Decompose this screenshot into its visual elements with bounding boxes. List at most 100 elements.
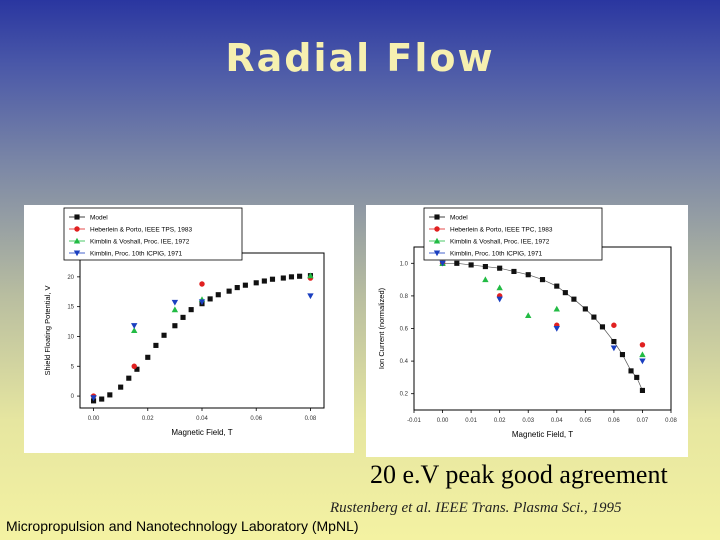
right-series-0-point <box>634 374 640 380</box>
left-y-tick-label: 5 <box>71 364 75 370</box>
left-y-tick-label: 15 <box>67 305 74 311</box>
left-series-0-point <box>288 274 295 280</box>
caption-main: 20 e.V peak good agreement <box>370 460 668 489</box>
left-legend-marker <box>73 250 81 257</box>
right-legend-label: Kimblin & Voshall, Proc. IEE, 1972 <box>450 239 550 246</box>
left-legend-label: Kimblin & Voshall, Proc. IEE, 1972 <box>90 239 190 246</box>
right-x-tick-label: 0.03 <box>522 418 534 424</box>
left-y-tick-label: 0 <box>71 394 75 400</box>
left-series-0-point <box>280 275 286 281</box>
right-x-tick-label: 0.00 <box>437 418 449 424</box>
right-series-0-point <box>562 290 568 296</box>
left-series-0-point <box>161 332 167 338</box>
right-legend-marker <box>434 214 440 220</box>
left-series-3-point <box>198 299 206 306</box>
ion-current-chart-panel: -0.01 0.00 0.01 0.02 0.03 0.04 0.05 0.06 0.07 0.0… <box>366 205 688 457</box>
right-series-3-point <box>639 358 646 365</box>
right-x-tick-label: 0.05 <box>579 418 591 424</box>
left-legend-marker <box>74 214 80 220</box>
right-series-0-point <box>611 338 617 345</box>
right-series-0-point <box>582 306 588 312</box>
right-series-2-point <box>525 312 532 319</box>
right-series-0-point <box>468 262 474 268</box>
right-series-0-point <box>539 277 546 283</box>
left-plot-frame <box>79 252 325 409</box>
right-y-axis-label: Ion Current (normalized) <box>377 287 386 369</box>
right-legend-marker <box>433 237 441 244</box>
left-x-tick-label: 0.04 <box>196 416 208 422</box>
left-series-0-point <box>99 396 105 402</box>
left-series-0-point <box>145 354 151 360</box>
right-y-tick-label: 0.2 <box>400 392 409 398</box>
slide-title: Radial Flow <box>225 36 495 80</box>
right-x-tick-label: 0.04 <box>551 418 563 424</box>
right-legend-marker <box>433 250 441 257</box>
left-x-tick-label: 0.02 <box>142 416 154 422</box>
right-series-3-point <box>496 296 503 303</box>
left-legend-label: Heberlein & Porto, IEEE TPS, 1983 <box>90 227 193 234</box>
left-series-0-point <box>242 282 248 288</box>
right-x-tick-label: 0.07 <box>637 418 649 424</box>
left-series-0-point <box>153 342 159 348</box>
right-series-0-point <box>628 368 634 374</box>
right-series-1-point <box>639 342 646 348</box>
right-series-3-point <box>439 260 446 267</box>
left-series-0-point <box>207 296 213 302</box>
left-series-0-point <box>188 307 194 313</box>
footer-lab-name: Micropropulsion and Nanotechnology Labor… <box>6 518 359 534</box>
right-x-tick-label: -0.01 <box>407 418 421 424</box>
right-series-0-point <box>599 324 606 330</box>
left-series-3-point <box>171 299 179 306</box>
right-x-axis-label: Magnetic Field, T <box>512 430 573 439</box>
right-legend-label: Model <box>450 215 468 222</box>
right-x-tick-label: 0.01 <box>465 418 477 424</box>
left-series-2-point <box>131 327 138 334</box>
right-x-tick-label: 0.06 <box>608 418 620 424</box>
left-legend-marker <box>73 237 81 244</box>
left-series-2-point <box>307 272 314 279</box>
right-legend-marker <box>434 226 440 232</box>
right-legend-box <box>423 207 603 261</box>
left-series-0-point <box>234 285 240 291</box>
right-series-0-point <box>497 265 503 271</box>
left-series-0-point <box>134 366 140 372</box>
right-series-1-point <box>611 322 617 328</box>
left-series-0-point <box>253 280 259 286</box>
right-legend-label: Heberlein & Porto, IEEE TPC, 1983 <box>450 227 553 234</box>
right-series-2-point <box>639 351 646 358</box>
right-series-0-point <box>591 314 597 320</box>
shield-potential-chart-panel: 0.00 0.02 0.04 0.06 0.08 0 5 10 15 20 Magnetic Fie… <box>24 205 354 453</box>
left-series-1-point <box>199 281 205 287</box>
right-x-tick-label: 0.02 <box>494 418 506 424</box>
right-series-2-point <box>553 305 560 312</box>
left-series-0-point <box>269 276 276 282</box>
right-series-2-point <box>482 276 489 283</box>
right-series-0-point <box>571 296 577 302</box>
right-series-0-point <box>482 264 488 270</box>
left-x-tick-label: 0.08 <box>305 416 317 422</box>
left-series-1-point <box>131 363 137 369</box>
right-legend-label: Kimblin, Proc. 10th ICPIG, 1971 <box>450 251 543 258</box>
right-y-tick-label: 0.6 <box>400 327 409 333</box>
shield-potential-chart: 0.00 0.02 0.04 0.06 0.08 0 5 10 15 20 Magnetic Fie… <box>43 207 325 437</box>
left-series-0-point <box>126 375 132 381</box>
left-series-0-point <box>215 292 221 298</box>
right-series-0-point <box>511 268 517 275</box>
right-y-tick-label: 0.4 <box>400 359 409 365</box>
left-legend-marker <box>74 226 80 232</box>
left-series-3-point <box>90 395 97 402</box>
left-series-0-point <box>118 384 124 390</box>
right-series-0-point <box>454 260 460 266</box>
right-series-2-point <box>496 284 503 291</box>
left-y-axis-label: Shield Floating Potential, V <box>43 285 52 375</box>
right-y-tick-label: 1.0 <box>400 261 409 267</box>
left-series-0-point <box>180 314 186 320</box>
ion-current-chart: -0.01 0.00 0.01 0.02 0.03 0.04 0.05 0.06 0.07 0.0… <box>377 207 677 439</box>
left-series-3-point <box>307 293 314 300</box>
right-series-0-point <box>639 387 646 393</box>
right-x-tick-label: 0.08 <box>665 418 677 424</box>
right-series-0-point <box>554 283 560 289</box>
left-x-tick-label: 0.00 <box>88 416 100 422</box>
left-y-tick-label: 10 <box>67 334 74 340</box>
left-legend-label: Model <box>90 215 108 222</box>
